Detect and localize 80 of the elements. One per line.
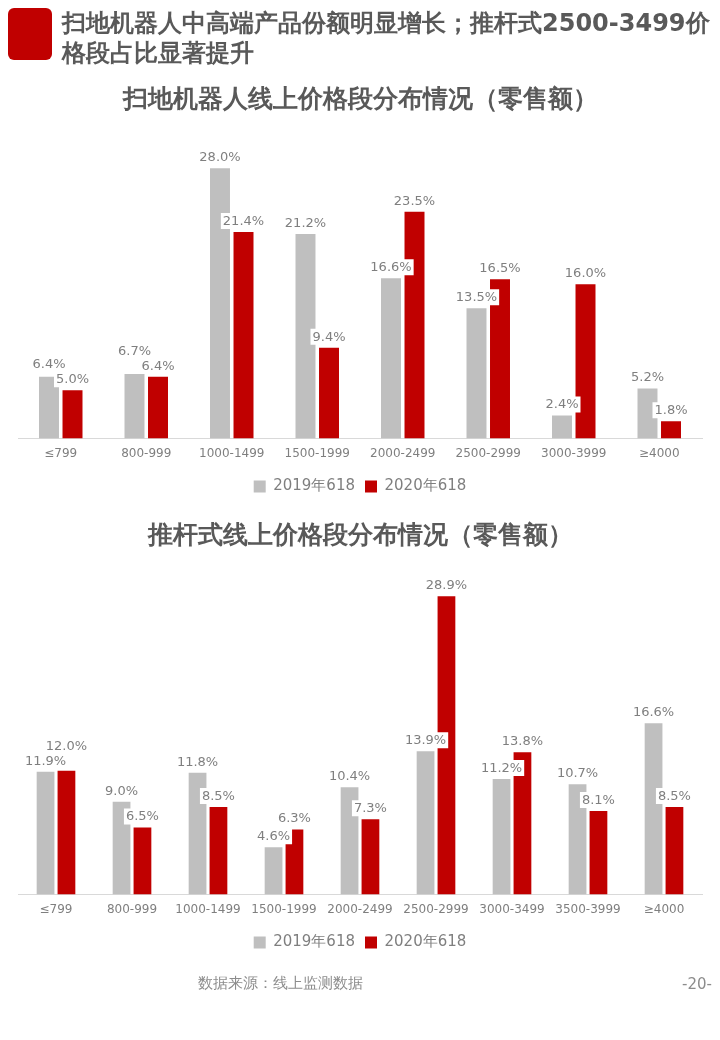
bar: [466, 308, 487, 439]
data-label: 6.4%: [32, 356, 66, 372]
x-tick-label: 1000-1499: [199, 445, 265, 460]
bar: [661, 421, 681, 439]
data-label: 10.4%: [328, 768, 371, 784]
bar: [416, 751, 435, 895]
data-label: 9.0%: [105, 782, 139, 798]
bar: [233, 232, 254, 439]
bar: [124, 373, 145, 439]
data-label: 23.5%: [393, 192, 436, 208]
data-label: 12.0%: [45, 737, 88, 753]
bar: [361, 819, 380, 895]
data-label: 1.8%: [654, 402, 688, 418]
bar: [148, 376, 168, 439]
x-tick-label: 1000-1499: [175, 901, 241, 916]
x-tick-label: 2000-2499: [327, 901, 393, 916]
data-label: 16.0%: [564, 265, 607, 281]
text: 扫地机器人中高端产品份额明显增长；推杆式2500-3499价格段占比显著提升: [62, 8, 711, 68]
data-label: 11.9%: [24, 752, 67, 768]
data-label: 6.3%: [277, 810, 311, 826]
x-tick-label: 3000-3999: [541, 445, 607, 460]
legend-label: 2020年618: [384, 932, 467, 951]
legend-label: 2020年618: [384, 476, 467, 495]
data-label: 6.5%: [125, 808, 159, 824]
data-label: 8.1%: [581, 791, 615, 807]
data-label: 21.2%: [284, 214, 327, 230]
data-label: 4.6%: [257, 828, 291, 843]
data-label: 11.8%: [176, 753, 219, 769]
legend-label: 2019年618: [273, 476, 356, 495]
data-label: 5.0%: [55, 371, 90, 387]
bar: [665, 806, 684, 895]
data-label: 8.5%: [201, 787, 235, 803]
data-label: 16.6%: [632, 704, 675, 720]
x-tick-label: 800-999: [106, 901, 158, 916]
bar: [57, 770, 76, 895]
data-label: 6.7%: [117, 342, 152, 358]
data-label: 13.8%: [501, 733, 544, 749]
bar: [319, 347, 339, 439]
bar: [381, 278, 401, 439]
bar: [552, 415, 572, 439]
data-label: 16.5%: [479, 260, 521, 276]
x-tick-label: 3000-3499: [479, 901, 545, 916]
bar: [209, 806, 228, 895]
x-tick-label: 1500-1999: [251, 901, 317, 916]
text: -20-: [682, 974, 712, 993]
bar: [36, 771, 55, 895]
data-label: 28.0%: [199, 149, 241, 165]
data-label: 10.7%: [556, 765, 599, 781]
data-label: 8.5%: [657, 787, 691, 803]
source-note: 数据来源：线上监测数据: [198, 974, 363, 993]
data-label: 16.6%: [370, 259, 412, 275]
data-label: 6.4%: [141, 357, 175, 373]
x-tick-label: 2500-2999: [455, 445, 521, 460]
data-label: 13.9%: [404, 732, 447, 748]
x-tick-label: 1500-1999: [284, 445, 350, 460]
data-label: 2.4%: [545, 396, 579, 412]
data-label: 5.2%: [630, 369, 665, 385]
x-tick-label: 3500-3999: [555, 901, 621, 916]
x-tick-label: 2000-2499: [370, 445, 436, 460]
bar: [62, 390, 83, 439]
x-tick-label: 2500-2999: [403, 901, 469, 916]
data-label: 21.4%: [222, 212, 265, 228]
bar: [589, 811, 608, 895]
data-label: 7.3%: [353, 800, 387, 816]
x-tick-label: ≥4000: [638, 445, 680, 460]
x-tick-label: ≤799: [39, 901, 73, 916]
x-tick-label: 800-999: [121, 445, 172, 460]
bar: [264, 847, 283, 895]
bar: [39, 376, 59, 439]
bar: [492, 779, 511, 895]
data-label: 9.4%: [312, 328, 346, 344]
legend-label: 2019年618: [273, 932, 356, 951]
x-tick-label: ≥4000: [643, 901, 685, 916]
data-label: 13.5%: [455, 289, 498, 305]
chart-title: 推杆式线上价格段分布情况（零售额）: [146, 519, 574, 551]
data-label: 28.9%: [425, 577, 468, 593]
data-label: 11.2%: [480, 759, 523, 775]
x-tick-label: ≤799: [44, 445, 78, 460]
bar: [133, 827, 152, 895]
chart-title: 扫地机器人线上价格段分布情况（零售额）: [121, 83, 599, 115]
